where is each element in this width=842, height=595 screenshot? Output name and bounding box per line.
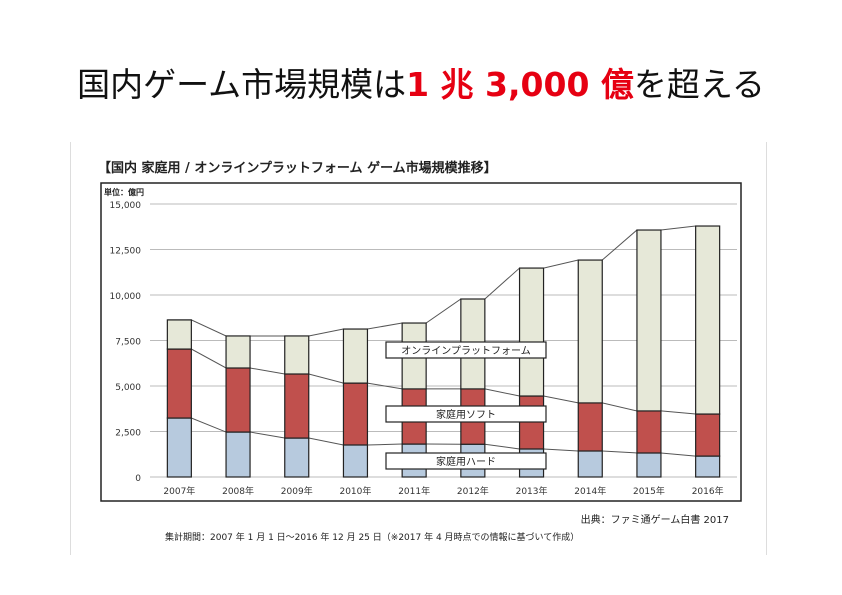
bar-segment [166,319,192,350]
x-tick-label: 2014年 [574,485,606,497]
legend-box [385,341,547,359]
unit-label: 単位：億円 [104,187,144,197]
legend-label: 家庭用ソフト [436,408,496,421]
y-tick-label: 7,500 [115,338,141,348]
bar-segment [695,225,721,415]
y-tick-label: 0 [135,474,141,484]
y-tick-label: 12,500 [110,247,142,257]
x-tick-label: 2007年 [163,485,195,497]
bar-segment [166,348,192,419]
x-tick-label: 2011年 [398,485,430,497]
x-tick-label: 2016年 [692,485,724,497]
bar-segment [636,229,662,412]
connector-line [167,225,720,337]
period-note: 集計期間：2007 年 1 月 1 日～2016 年 12 月 25 日（※20… [165,533,580,543]
bar-segment [518,267,545,397]
legend-box [385,452,547,470]
slide-title: 国内ゲーム市場規模は1 兆 3,000 億を超える [0,58,842,106]
x-tick-label: 2009年 [281,485,313,497]
bar-segment [342,328,369,384]
bar-segment [284,373,310,439]
chart-title: 【国内 家庭用 / オンラインプラットフォーム ゲーム市場規模推移】 [98,161,497,176]
bar-segment [636,452,662,478]
bar-segment [284,437,310,478]
bar-segment [577,259,603,404]
bar-segment [284,335,310,375]
x-tick-label: 2015年 [633,485,665,497]
bar-segment [577,402,603,452]
y-tick-label: 15,000 [110,201,142,211]
connector-line [167,348,720,415]
x-tick-label: 2012年 [457,485,489,497]
bar-segment [225,335,251,369]
x-tick-label: 2010年 [339,485,371,497]
bar-segment [225,431,251,478]
y-tick-label: 5,000 [115,383,141,393]
bar-segment [342,444,369,478]
y-tick-label: 2,500 [115,429,141,439]
connector-line [167,417,720,457]
y-tick-label: 10,000 [110,292,142,302]
bar-segment [636,410,662,454]
title-text-end: を超える [633,65,765,104]
bar-segment [225,367,251,433]
title-highlight: 1 兆 3,000 億 [406,65,634,104]
bar-segment [342,382,369,446]
x-tick-label: 2013年 [516,485,548,497]
bar-segment [695,413,721,457]
legend-box [385,405,547,423]
x-tick-label: 2008年 [222,485,254,497]
legend-label: 家庭用ハード [436,455,496,468]
legend-label: オンラインプラットフォーム [401,345,530,357]
bar-segment [166,417,192,478]
source-note: 出典：ファミ通ゲーム白書 2017 [580,515,729,526]
bar-segment [577,450,603,478]
title-text: 国内ゲーム市場規模は [77,65,407,104]
bar-segment [695,455,721,478]
chart-panel [70,142,767,555]
